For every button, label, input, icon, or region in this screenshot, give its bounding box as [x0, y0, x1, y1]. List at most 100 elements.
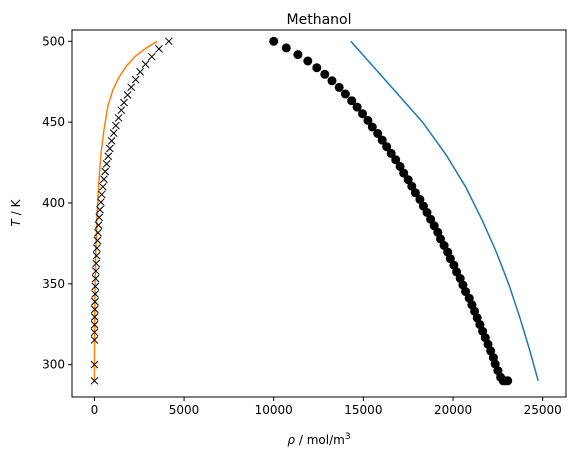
data-point — [391, 155, 401, 165]
y-axis-symbol: T — [9, 217, 23, 226]
y-tick-label: 300 — [42, 358, 65, 372]
data-point — [410, 188, 420, 198]
y-axis-label: T / K — [9, 198, 23, 226]
data-point — [147, 52, 156, 61]
y-axis: 300 350 400 450 500 — [42, 34, 72, 372]
data-point — [92, 259, 101, 268]
data-point — [377, 135, 387, 145]
data-point — [155, 45, 163, 53]
series-line — [93, 40, 158, 381]
data-point — [358, 109, 367, 119]
data-point — [90, 305, 99, 314]
data-point — [93, 236, 102, 245]
data-point — [340, 89, 350, 99]
data-point — [96, 205, 104, 214]
data-point — [373, 129, 383, 138]
data-point — [407, 181, 417, 191]
x-tick-label: 20000 — [434, 403, 472, 417]
series-line — [350, 40, 539, 382]
data-point — [320, 69, 330, 79]
data-point — [105, 144, 114, 153]
data-point — [102, 160, 111, 168]
series-2 — [269, 36, 513, 386]
data-point — [439, 241, 449, 250]
data-point — [92, 251, 101, 260]
data-point — [395, 162, 405, 171]
y-tick-label: 500 — [42, 34, 65, 48]
x-tick-label: 0 — [91, 403, 99, 417]
data-point — [90, 313, 99, 321]
data-point — [367, 122, 377, 132]
data-point — [97, 190, 106, 199]
x-tick-label: 15000 — [344, 403, 382, 417]
data-point — [334, 82, 344, 92]
data-point — [415, 194, 425, 204]
data-point — [117, 106, 126, 115]
data-point — [91, 274, 100, 283]
data-point — [503, 376, 513, 386]
data-point — [90, 336, 99, 344]
data-point — [293, 50, 303, 60]
data-point — [95, 213, 104, 222]
data-point — [436, 234, 445, 244]
series-layer — [90, 36, 539, 386]
y-axis-unit: / K — [9, 198, 23, 219]
series-0 — [350, 40, 539, 382]
series-1 — [93, 40, 158, 381]
data-point — [97, 198, 105, 207]
data-point — [327, 76, 337, 86]
data-point — [90, 360, 99, 369]
data-point — [136, 68, 144, 76]
x-axis-label: ρ / mol/m3 — [287, 432, 350, 447]
data-point — [114, 114, 123, 122]
data-point — [112, 121, 120, 130]
data-point — [90, 376, 99, 385]
plot-area — [71, 29, 567, 398]
data-point — [281, 43, 291, 53]
plot-frame — [71, 29, 567, 398]
data-point — [352, 102, 362, 112]
data-point — [269, 36, 279, 46]
data-point — [426, 214, 436, 224]
data-point — [164, 37, 173, 46]
data-point — [123, 91, 132, 99]
data-point — [141, 60, 150, 69]
x-axis: 0 5000 10000 15000 20000 25000 — [91, 397, 562, 417]
data-point — [422, 208, 432, 217]
x-tick-label: 10000 — [255, 403, 293, 417]
x-axis-unit: / mol/m — [295, 433, 345, 447]
data-point — [93, 244, 101, 252]
data-point — [303, 56, 313, 66]
data-point — [94, 221, 103, 229]
data-point — [107, 137, 116, 145]
data-point — [312, 63, 322, 73]
data-point — [363, 115, 373, 125]
x-tick-label: 5000 — [169, 403, 200, 417]
data-point — [91, 297, 99, 306]
data-point — [452, 267, 462, 277]
data-point — [127, 83, 136, 92]
y-tick-label: 350 — [42, 277, 65, 291]
y-tick-label: 450 — [42, 115, 65, 129]
data-point — [120, 98, 128, 107]
data-point — [445, 254, 455, 264]
data-point — [386, 148, 396, 158]
data-point — [94, 228, 102, 237]
data-point — [91, 267, 100, 275]
data-point — [131, 75, 140, 84]
data-point — [104, 152, 113, 161]
data-point — [109, 129, 118, 138]
data-point — [461, 287, 471, 297]
chart-title: Methanol — [287, 12, 352, 28]
data-point — [100, 175, 108, 184]
data-point — [90, 328, 99, 337]
data-point — [382, 142, 392, 152]
data-point — [91, 282, 100, 291]
data-point — [101, 167, 110, 176]
y-tick-label: 400 — [42, 196, 65, 210]
data-point — [90, 320, 99, 329]
data-point — [98, 182, 107, 191]
x-axis-symbol: ρ — [287, 433, 295, 447]
data-point — [399, 168, 409, 178]
